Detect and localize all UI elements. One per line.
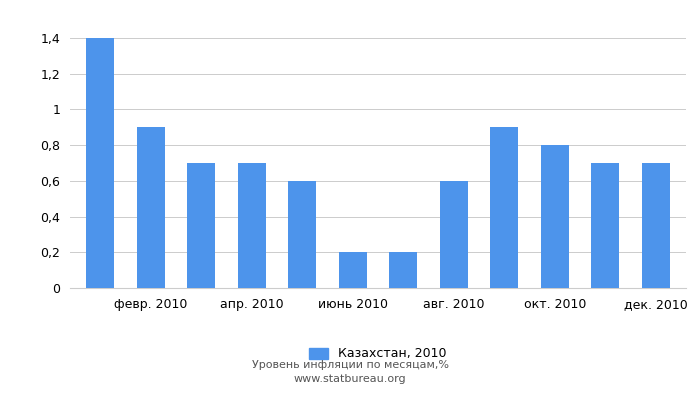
Bar [339, 252, 367, 288]
Bar [440, 181, 468, 288]
Legend: Казахстан, 2010: Казахстан, 2010 [304, 342, 452, 366]
Bar [592, 163, 619, 288]
Bar [137, 127, 164, 288]
Bar [541, 145, 568, 288]
Bar [238, 163, 266, 288]
Bar [86, 38, 114, 288]
Bar [389, 252, 417, 288]
Bar [490, 127, 518, 288]
Bar [642, 163, 670, 288]
Text: Уровень инфляции по месяцам,%
www.statbureau.org: Уровень инфляции по месяцам,% www.statbu… [251, 360, 449, 384]
Bar [188, 163, 215, 288]
Bar [288, 181, 316, 288]
